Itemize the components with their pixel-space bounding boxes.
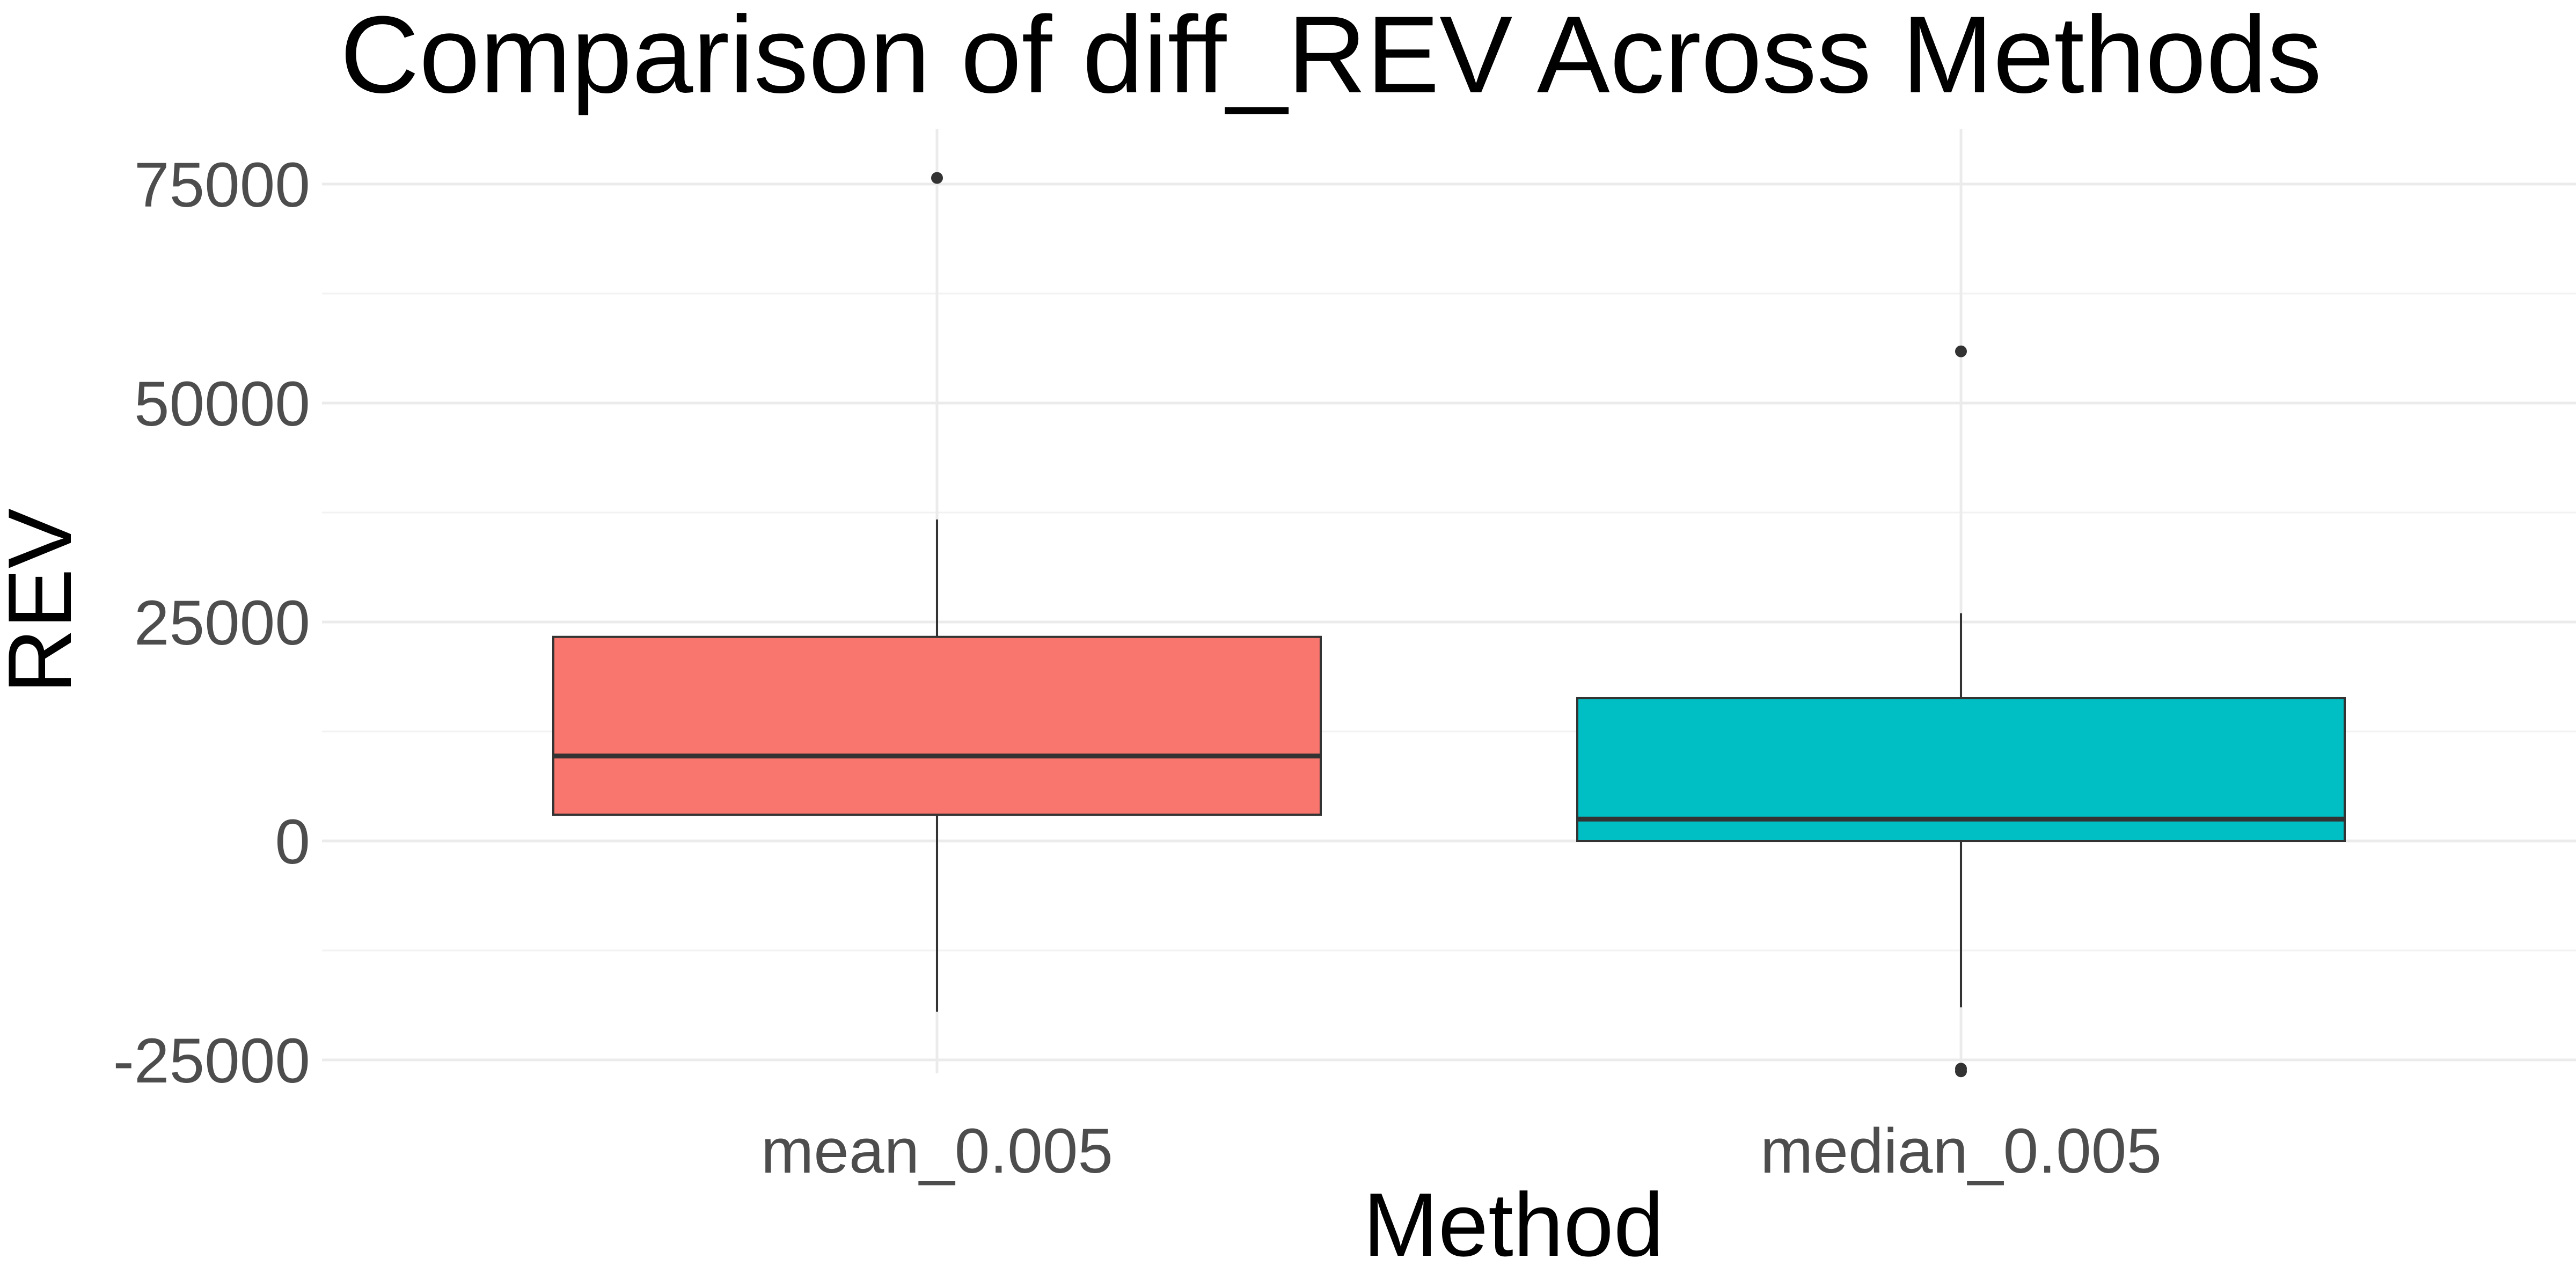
outlier-point [1955, 345, 1967, 357]
plot-marks [552, 172, 2346, 1078]
y-axis-ticks: -25000 0 25000 50000 75000 [113, 150, 310, 1096]
box-median_0.005 [1576, 345, 2346, 1078]
y-tick-label: 0 [275, 807, 310, 877]
iqr-box [552, 635, 1322, 816]
x-tick-label: median_0.005 [1760, 1116, 2162, 1187]
y-tick-label: -25000 [113, 1026, 310, 1096]
x-axis-ticks: mean_0.005 median_0.005 [761, 1116, 2162, 1187]
x-tick-label: mean_0.005 [761, 1116, 1113, 1187]
box-mean_0.005 [552, 172, 1322, 1012]
y-tick-label: 75000 [134, 150, 310, 221]
y-tick-label: 50000 [134, 369, 310, 440]
outlier-point [1955, 1065, 1967, 1078]
outlier-point [931, 172, 943, 184]
chart-title: Comparison of diff_REV Across Methods [340, 0, 2322, 116]
x-axis-title: Method [1363, 1174, 1664, 1275]
grid [322, 129, 2576, 1073]
y-axis-title: REV [0, 508, 90, 693]
y-tick-label: 25000 [134, 588, 310, 658]
